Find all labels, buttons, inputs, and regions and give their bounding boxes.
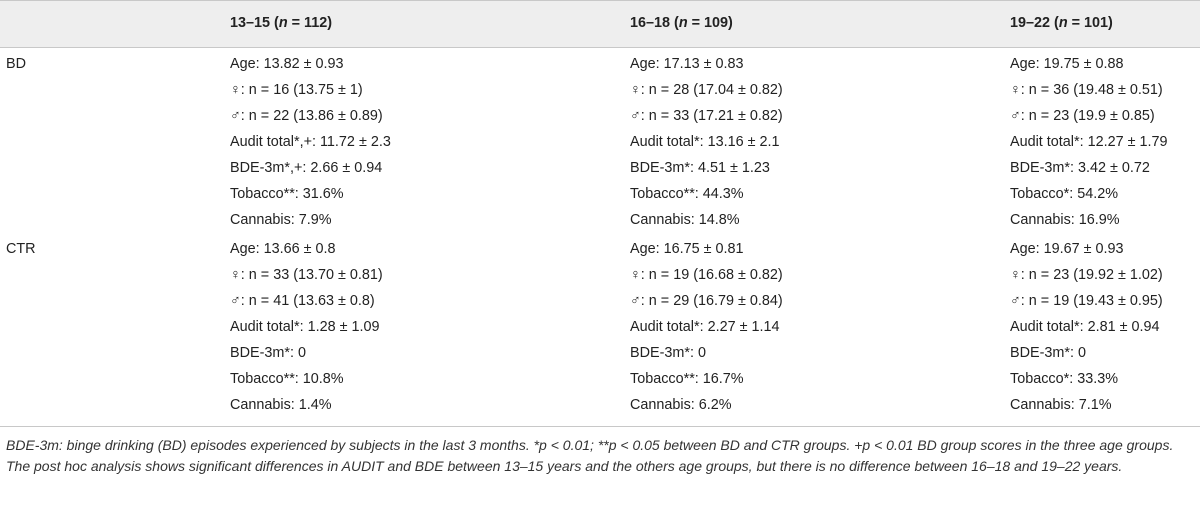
table-cell-line: Audit total*: 2.27 ± 1.14 [630,319,780,335]
ctr-col-13-15: Age: 13.66 ± 0.8 ♀: n = 33 (13.70 ± 0.81)… [230,236,383,418]
table-cell-line: Audit total*: 12.27 ± 1.79 [1010,134,1168,150]
table-cell-line: ♂: n = 33 (17.21 ± 0.82) [630,108,783,124]
table-cell-line: Tobacco*: 33.3% [1010,371,1118,387]
table-cell-line: Audit total*: 1.28 ± 1.09 [230,319,380,335]
table-cell-line: Age: 19.75 ± 0.88 [1010,56,1124,72]
table-cell-line: Age: 19.67 ± 0.93 [1010,241,1124,257]
table-header-row: 13–15 (n = 112) 16–18 (n = 109) 19–22 (n… [0,0,1200,48]
ctr-col-19-22: Age: 19.67 ± 0.93 ♀: n = 23 (19.92 ± 1.02… [1010,236,1163,418]
table-cell-line: ♀: n = 36 (19.48 ± 0.51) [1010,82,1163,98]
table-cell-line: ♀: n = 16 (13.75 ± 1) [230,82,363,98]
table-cell-line: Tobacco**: 31.6% [230,186,344,202]
table-cell-line: Cannabis: 7.1% [1010,397,1112,413]
table-cell-line: Cannabis: 6.2% [630,397,732,413]
bd-col-19-22: Age: 19.75 ± 0.88 ♀: n = 36 (19.48 ± 0.51… [1010,51,1168,233]
table-cell-line: Age: 17.13 ± 0.83 [630,56,744,72]
table-cell-line: Tobacco*: 54.2% [1010,186,1118,202]
table-cell-line: BDE-3m*: 3.42 ± 0.72 [1010,160,1150,176]
table-cell-line: ♂: n = 41 (13.63 ± 0.8) [230,293,375,309]
table-cell-line: BDE-3m*: 4.51 ± 1.23 [630,160,770,176]
table-cell-line: Age: 16.75 ± 0.81 [630,241,744,257]
table-cell-line: ♂: n = 29 (16.79 ± 0.84) [630,293,783,309]
header-col-19-22: 19–22 (n = 101) [1010,15,1113,31]
table-cell-line: ♂: n = 22 (13.86 ± 0.89) [230,108,383,124]
table-cell-line: Audit total*: 2.81 ± 0.94 [1010,319,1160,335]
table-cell-line: BDE-3m*: 0 [230,345,306,361]
table-cell-line: BDE-3m*: 0 [1010,345,1086,361]
table-cell-line: ♀: n = 33 (13.70 ± 0.81) [230,267,383,283]
table-cell-line: BDE-3m*,+: 2.66 ± 0.94 [230,160,383,176]
table-bottom-divider [0,426,1200,427]
table-cell-line: Age: 13.66 ± 0.8 [230,241,336,257]
bd-col-13-15: Age: 13.82 ± 0.93 ♀: n = 16 (13.75 ± 1) ♂:… [230,51,391,233]
table-cell-line: Tobacco**: 16.7% [630,371,744,387]
ctr-col-16-18: Age: 16.75 ± 0.81 ♀: n = 19 (16.68 ± 0.82… [630,236,783,418]
table-cell-line: Audit total*,+: 11.72 ± 2.3 [230,134,391,150]
table-cell-line: ♀: n = 28 (17.04 ± 0.82) [630,82,783,98]
header-divider [0,47,1200,48]
table-cell-line: ♀: n = 19 (16.68 ± 0.82) [630,267,783,283]
group-bd: BD Age: 13.82 ± 0.93 ♀: n = 16 (13.75 ± 1… [0,51,1200,239]
group-label-ctr: CTR [6,241,36,257]
table-footnote: BDE-3m: binge drinking (BD) episodes exp… [6,437,1174,474]
table-cell-line: ♂: n = 23 (19.9 ± 0.85) [1010,108,1155,124]
table-cell-line: ♀: n = 23 (19.92 ± 1.02) [1010,267,1163,283]
table-cell-line: Tobacco**: 10.8% [230,371,344,387]
group-label-bd: BD [6,56,26,72]
table-cell-line: Cannabis: 14.8% [630,212,740,228]
table-cell-line: ♂: n = 19 (19.43 ± 0.95) [1010,293,1163,309]
header-col-16-18: 16–18 (n = 109) [630,15,733,31]
data-table: 13–15 (n = 112) 16–18 (n = 109) 19–22 (n… [0,0,1200,424]
table-cell-line: Tobacco**: 44.3% [630,186,744,202]
table-cell-line: Age: 13.82 ± 0.93 [230,56,344,72]
table-cell-line: Cannabis: 16.9% [1010,212,1120,228]
bd-col-16-18: Age: 17.13 ± 0.83 ♀: n = 28 (17.04 ± 0.82… [630,51,783,233]
table-cell-line: Cannabis: 7.9% [230,212,332,228]
table-cell-line: Audit total*: 13.16 ± 2.1 [630,134,780,150]
group-ctr: CTR Age: 13.66 ± 0.8 ♀: n = 33 (13.70 ± 0… [0,236,1200,424]
header-col-13-15: 13–15 (n = 112) [230,15,333,31]
table-cell-line: Cannabis: 1.4% [230,397,332,413]
table-cell-line: BDE-3m*: 0 [630,345,706,361]
